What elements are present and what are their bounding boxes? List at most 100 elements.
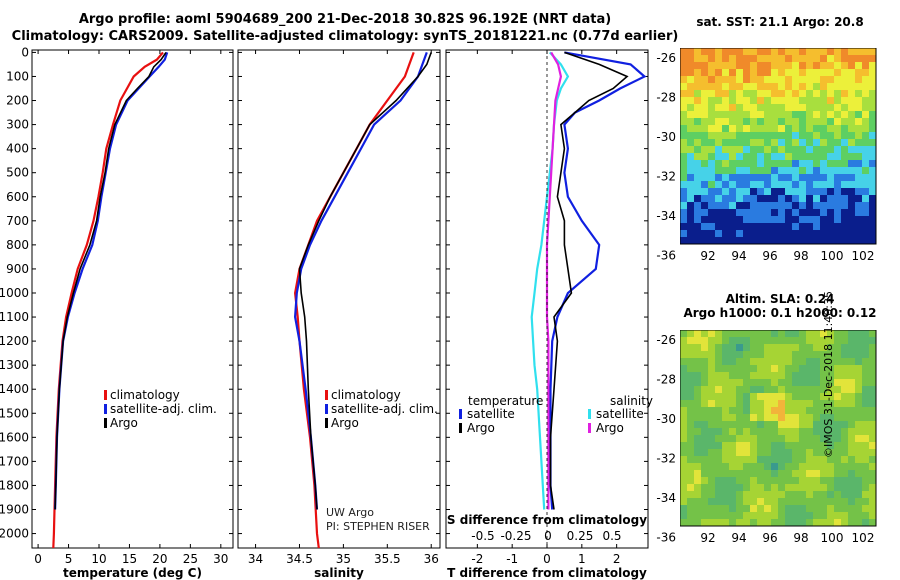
heatmap-cell bbox=[806, 188, 814, 196]
heatmap-cell bbox=[736, 498, 744, 506]
heatmap-cell bbox=[778, 498, 786, 506]
heatmap-cell bbox=[729, 160, 737, 168]
heatmap-cell bbox=[743, 125, 751, 133]
heatmap-cell bbox=[743, 386, 751, 394]
heatmap-cell bbox=[806, 344, 814, 352]
heatmap-cell bbox=[687, 407, 695, 415]
x-tick-label: 35.5 bbox=[374, 552, 401, 566]
heatmap-cell bbox=[757, 181, 765, 189]
heatmap-cell bbox=[841, 358, 849, 366]
heatmap-cell bbox=[841, 491, 849, 499]
heatmap-cell bbox=[743, 223, 751, 231]
heatmap-cell bbox=[813, 223, 821, 231]
heatmap-cell bbox=[785, 449, 793, 457]
heatmap-cell bbox=[855, 365, 863, 373]
heatmap-cell bbox=[764, 146, 772, 154]
heatmap-cell bbox=[799, 337, 807, 345]
heatmap-cell bbox=[764, 48, 772, 56]
heatmap-cell bbox=[855, 484, 863, 492]
legend-label: Argo bbox=[331, 416, 359, 430]
heatmap-cell bbox=[834, 400, 842, 408]
heatmap-cell bbox=[827, 386, 835, 394]
heatmap-cell bbox=[757, 330, 765, 338]
heatmap-cell bbox=[792, 125, 800, 133]
heatmap-cell bbox=[806, 449, 814, 457]
depth-tick-label: 1400 bbox=[0, 382, 29, 396]
heatmap-cell bbox=[785, 414, 793, 422]
heatmap-cell bbox=[750, 62, 758, 70]
heatmap-cell bbox=[848, 498, 856, 506]
heatmap-cell bbox=[841, 188, 849, 196]
heatmap-cell bbox=[841, 484, 849, 492]
heatmap-cell bbox=[715, 181, 723, 189]
map-frame bbox=[680, 330, 877, 527]
heatmap-cell bbox=[701, 230, 709, 238]
heatmap-cell bbox=[799, 202, 807, 210]
heatmap-cell bbox=[694, 456, 702, 464]
heatmap-cell bbox=[736, 139, 744, 147]
heatmap-cell bbox=[771, 160, 779, 168]
heatmap-cell bbox=[722, 216, 730, 224]
heatmap-cell bbox=[813, 512, 821, 520]
heatmap-cell bbox=[869, 230, 877, 238]
x-tick-label: -2 bbox=[471, 552, 483, 566]
heatmap-cell bbox=[792, 195, 800, 203]
heatmap-cell bbox=[848, 132, 856, 140]
heatmap-cell bbox=[701, 491, 709, 499]
heatmap-cell bbox=[869, 519, 877, 527]
heatmap-cell bbox=[701, 132, 709, 140]
heatmap-cell bbox=[715, 372, 723, 380]
heatmap-cell bbox=[792, 498, 800, 506]
series-line-s-argo bbox=[545, 51, 563, 510]
heatmap-cell bbox=[743, 351, 751, 359]
heatmap-cell bbox=[785, 442, 793, 450]
heatmap-cell bbox=[869, 365, 877, 373]
heatmap-cell bbox=[799, 470, 807, 478]
map-y-tick-label: -32 bbox=[656, 170, 676, 184]
heatmap-cell bbox=[806, 55, 814, 63]
heatmap-cell bbox=[855, 104, 863, 112]
heatmap-cell bbox=[848, 69, 856, 77]
heatmap-cell bbox=[729, 463, 737, 471]
heatmap-cell bbox=[757, 139, 765, 147]
heatmap-cell bbox=[757, 407, 765, 415]
heatmap-cell bbox=[855, 223, 863, 231]
heatmap-cell bbox=[869, 48, 877, 56]
heatmap-cell bbox=[785, 160, 793, 168]
heatmap-cell bbox=[778, 97, 786, 105]
heatmap-cell bbox=[806, 428, 814, 436]
heatmap-cell bbox=[855, 216, 863, 224]
heatmap-cell bbox=[722, 104, 730, 112]
heatmap-cell bbox=[827, 505, 835, 513]
heatmap-cell bbox=[799, 491, 807, 499]
heatmap-cell bbox=[694, 125, 702, 133]
heatmap-cell bbox=[792, 167, 800, 175]
heatmap-cell bbox=[792, 90, 800, 98]
heatmap-cell bbox=[862, 498, 870, 506]
heatmap-cell bbox=[862, 344, 870, 352]
heatmap-cell bbox=[736, 400, 744, 408]
heatmap-cell bbox=[792, 55, 800, 63]
heatmap-cell bbox=[778, 139, 786, 147]
heatmap-cell bbox=[855, 470, 863, 478]
heatmap-cell bbox=[785, 498, 793, 506]
heatmap-cell bbox=[771, 428, 779, 436]
heatmap-cell bbox=[778, 505, 786, 513]
map-y-tick-label: -28 bbox=[656, 91, 676, 105]
heatmap-cell bbox=[778, 146, 786, 154]
heatmap-cell bbox=[680, 104, 688, 112]
heatmap-cell bbox=[771, 230, 779, 238]
heatmap-cell bbox=[834, 365, 842, 373]
legend-swatch bbox=[325, 418, 328, 428]
heatmap-cell bbox=[764, 69, 772, 77]
imos-credit: ©IMOS 31-Dec-2018 11:40:35 bbox=[822, 291, 835, 458]
heatmap-cell bbox=[813, 83, 821, 91]
heatmap-cell bbox=[778, 111, 786, 119]
top-tick-label: 0.5 bbox=[602, 529, 621, 543]
heatmap-cell bbox=[750, 365, 758, 373]
heatmap-cell bbox=[694, 330, 702, 338]
heatmap-cell bbox=[708, 365, 716, 373]
heatmap-cell bbox=[862, 351, 870, 359]
heatmap-cell bbox=[743, 97, 751, 105]
heatmap-cell bbox=[715, 97, 723, 105]
